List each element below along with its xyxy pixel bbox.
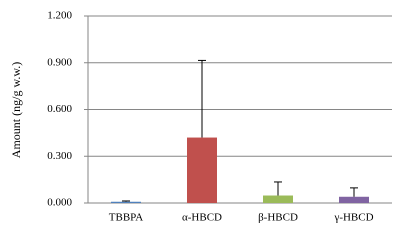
x-tick-label: TBBPA xyxy=(109,212,144,224)
x-tick-label: β-HBCD xyxy=(258,212,298,224)
y-axis-label: Amount (ng/g w.w.) xyxy=(9,62,23,158)
x-tick-label: γ-HBCD xyxy=(333,212,373,224)
y-tick-label: 1.200 xyxy=(47,10,72,22)
y-tick-label: 0.000 xyxy=(47,197,72,209)
y-tick-label: 0.900 xyxy=(47,56,72,68)
bar xyxy=(187,137,217,203)
y-tick-label: 0.600 xyxy=(47,103,72,115)
bar xyxy=(339,196,369,203)
bar xyxy=(263,195,293,203)
y-tick-label: 0.300 xyxy=(47,150,72,162)
bar xyxy=(111,201,141,203)
x-tick-label: α-HBCD xyxy=(182,212,222,224)
